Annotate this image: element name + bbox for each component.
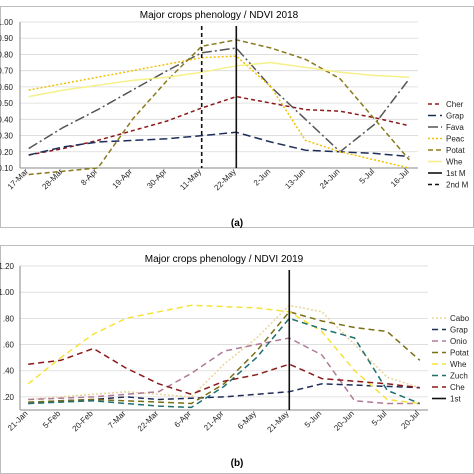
chart-title: Major crops phenology / NDVI 2018 [140, 10, 299, 21]
y-tick-label: 0.40 [0, 115, 14, 124]
legend-label: Potat [450, 349, 469, 358]
y-tick-label: 0.30 [0, 132, 14, 141]
series-line-potat [28, 311, 421, 405]
x-tick-label: 5-Feb [41, 409, 63, 431]
x-tick-label: 8-Apr [79, 167, 99, 187]
legend-label: 2nd M [446, 181, 469, 190]
x-tick-label: 2-Jun [252, 167, 273, 188]
legend-label: Whe [450, 360, 467, 369]
x-tick-label: 13-Jun [283, 167, 307, 191]
x-tick-label: 5-Jun [303, 409, 324, 430]
legend-label: 1st [450, 395, 461, 404]
y-tick-label: 0.60 [0, 83, 14, 92]
chart-caption: (b) [231, 458, 244, 469]
series-line-che [28, 347, 420, 396]
x-tick-label: 28-Mar [40, 167, 65, 192]
chart-caption: (a) [231, 218, 243, 229]
legend-label: Grap [446, 112, 464, 121]
x-tick-label: 16-Jul [389, 167, 411, 189]
y-tick-label: 0.80 [0, 50, 14, 59]
y-tick-label: 1.00 [0, 18, 14, 27]
legend-label: Cher [446, 100, 464, 109]
y-tick-label: .20 [3, 393, 15, 402]
y-tick-label: 0.20 [0, 148, 14, 157]
x-tick-label: 30-Apr [145, 167, 169, 191]
y-tick-label: .80 [3, 314, 15, 323]
x-tick-label: 6-Apr [173, 409, 193, 429]
x-tick-label: 20-Jun [332, 409, 356, 433]
series-line-whe [28, 61, 410, 98]
x-tick-label: 22-Mar [136, 409, 161, 434]
y-tick-label: 0.70 [0, 67, 14, 76]
x-tick-label: 20-Jul [399, 409, 421, 431]
chart-title: Major crops phenology / NDVI 2019 [145, 254, 304, 265]
x-tick-label: 5-Jul [358, 167, 377, 186]
x-tick-label: 21-May [265, 409, 290, 434]
legend-label: Peac [446, 135, 464, 144]
legend-label: Grap [450, 326, 468, 335]
x-tick-label: 19-Apr [111, 167, 135, 191]
series-line-peac [28, 55, 410, 169]
x-tick-label: 24-Jun [318, 167, 342, 191]
series-line-cher [28, 95, 410, 156]
legend-label: Potat [446, 146, 465, 155]
x-tick-label: 7-Mar [106, 409, 127, 430]
y-tick-label: 0.90 [0, 34, 14, 43]
series-line-potat [28, 39, 410, 176]
legend-label: Che [450, 383, 465, 392]
x-tick-label: 5-Jul [370, 409, 389, 428]
legend-label: Onio [450, 337, 467, 346]
chart-a: Major crops phenology / NDVI 2018 (a) 0.10… [0, 6, 474, 229]
x-tick-label: 21-Apr [202, 409, 226, 433]
series-line-whe [27, 304, 420, 405]
y-tick-label: 1.00 [0, 288, 15, 297]
y-tick-label: 0.10 [0, 164, 14, 173]
series-line-cabo [28, 304, 421, 401]
legend-label: 1st M [446, 169, 466, 178]
series-line-grap [28, 131, 410, 158]
x-tick-label: 20-Feb [71, 409, 96, 434]
series-line-fava [28, 47, 410, 153]
legend-label: Fava [446, 123, 464, 132]
x-tick-label: 21-Jan [6, 409, 30, 433]
y-tick-label: .40 [3, 367, 15, 376]
legend-label: Zuch [450, 372, 468, 381]
x-tick-label: 11-May [178, 167, 203, 192]
x-tick-label: 6-May [236, 409, 258, 431]
legend-label: Whe [446, 158, 463, 167]
series-line-onio [28, 337, 420, 405]
series-line-zuch [28, 317, 421, 409]
legend-label: Cabo [450, 314, 470, 323]
y-tick-label: .60 [3, 341, 15, 350]
chart-frame [0, 245, 474, 474]
y-tick-label: 1.20 [0, 262, 15, 271]
y-tick-label: 0.50 [0, 99, 14, 108]
chart-b: Major crops phenology / NDVI 2019 (b) .20.… [0, 245, 474, 474]
x-tick-label: 22-May [212, 167, 237, 192]
